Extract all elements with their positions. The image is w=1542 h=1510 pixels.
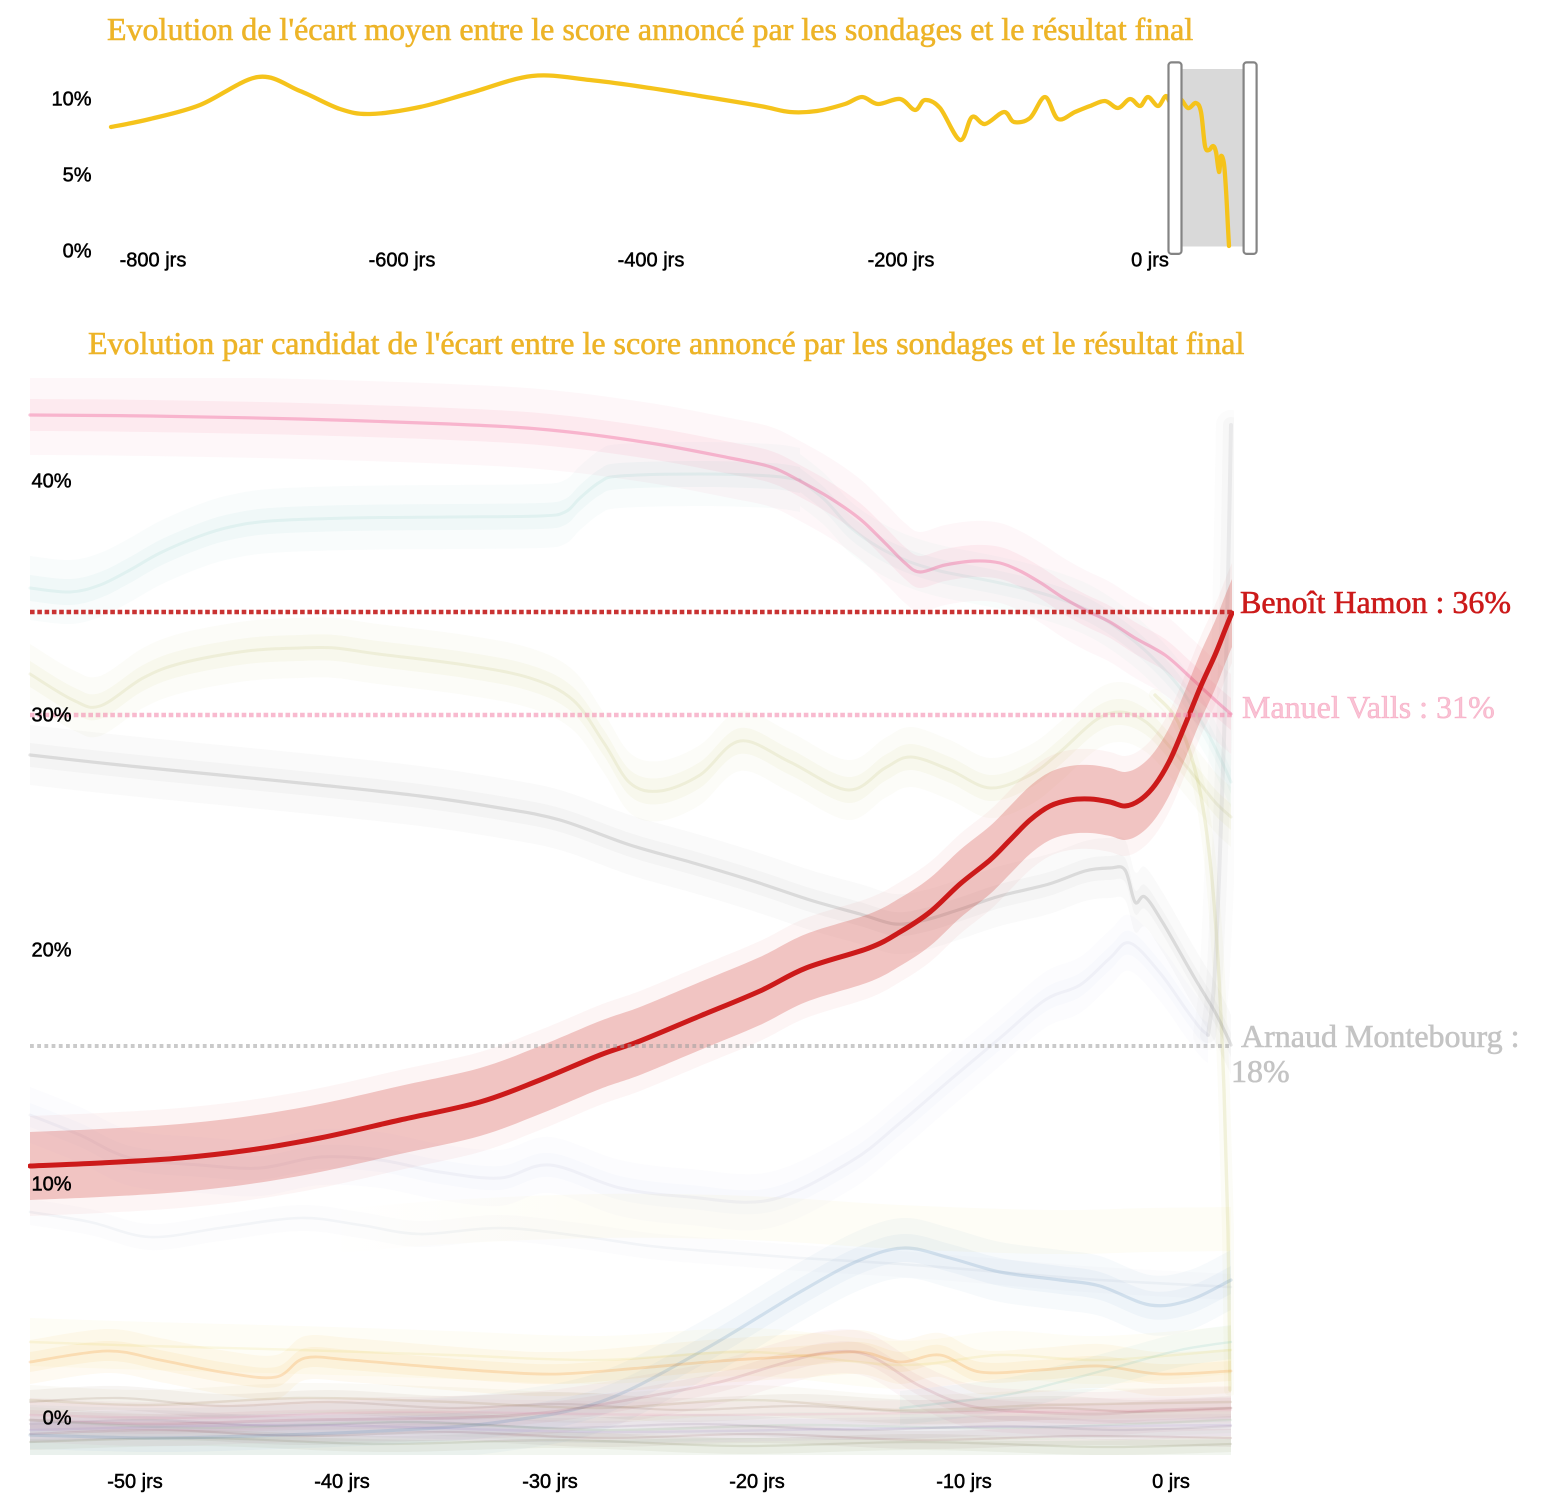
svg-text:-200 jrs: -200 jrs <box>868 250 935 272</box>
svg-text:0%: 0% <box>43 1408 72 1430</box>
svg-text:-40 jrs: -40 jrs <box>314 1471 370 1493</box>
svg-text:-20 jrs: -20 jrs <box>729 1471 785 1493</box>
svg-text:-10 jrs: -10 jrs <box>936 1471 992 1493</box>
svg-text:5%: 5% <box>63 165 92 187</box>
svg-text:Arnaud Montebourg :: Arnaud Montebourg : <box>1241 1018 1519 1054</box>
svg-text:0%: 0% <box>63 241 92 263</box>
svg-text:10%: 10% <box>51 89 91 111</box>
svg-text:-800 jrs: -800 jrs <box>120 250 187 272</box>
svg-text:-400 jrs: -400 jrs <box>618 250 685 272</box>
svg-text:Manuel Valls : 31%: Manuel Valls : 31% <box>1242 689 1495 725</box>
svg-text:-30 jrs: -30 jrs <box>522 1471 578 1493</box>
svg-text:Evolution par candidat de l'éc: Evolution par candidat de l'écart entre … <box>88 325 1245 361</box>
svg-text:Evolution de l'écart moyen ent: Evolution de l'écart moyen entre le scor… <box>107 11 1193 47</box>
svg-text:0 jrs: 0 jrs <box>1131 250 1169 272</box>
svg-text:30%: 30% <box>31 705 71 727</box>
svg-text:0 jrs: 0 jrs <box>1152 1471 1190 1493</box>
svg-text:-600 jrs: -600 jrs <box>369 250 436 272</box>
svg-text:18%: 18% <box>1231 1053 1290 1089</box>
svg-text:Benoît Hamon : 36%: Benoît Hamon : 36% <box>1240 584 1511 620</box>
svg-text:40%: 40% <box>31 471 71 493</box>
svg-text:20%: 20% <box>31 940 71 962</box>
svg-text:10%: 10% <box>31 1174 71 1196</box>
svg-text:-50 jrs: -50 jrs <box>107 1471 163 1493</box>
